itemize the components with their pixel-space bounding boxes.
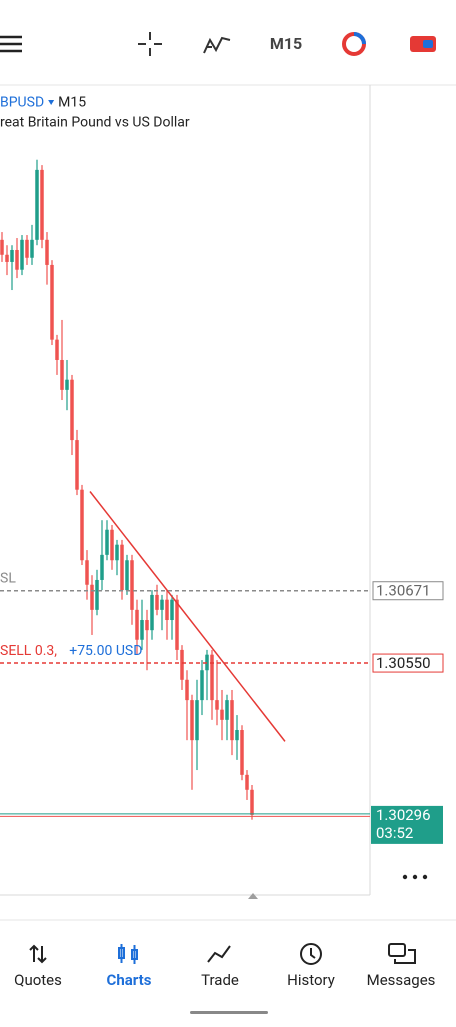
symbol[interactable]: BPUSD — [0, 95, 44, 111]
nav-label[interactable]: Quotes — [14, 971, 62, 989]
symbol-dropdown[interactable] — [48, 100, 55, 105]
quotes-icon[interactable] — [29, 944, 47, 964]
messages-icon[interactable] — [388, 943, 416, 964]
current-price-box — [371, 805, 443, 844]
scroll-handle[interactable] — [248, 893, 258, 899]
candle-body — [105, 529, 109, 555]
candle-body — [95, 579, 99, 610]
indicators-button[interactable] — [203, 36, 231, 54]
candle-body — [230, 700, 234, 741]
crosshair-button[interactable] — [138, 32, 162, 56]
nav-label[interactable]: History — [287, 971, 335, 989]
level-profit: +75.00 USD — [69, 643, 142, 659]
chart-timeframe: M15 — [58, 95, 86, 111]
candle-body — [55, 339, 59, 360]
candle-body — [190, 700, 194, 741]
level-price-box — [372, 581, 444, 601]
candle-body — [50, 264, 54, 340]
candle-body — [115, 544, 119, 561]
candle-body — [75, 440, 79, 490]
nav-label[interactable]: Charts — [107, 971, 152, 989]
countdown: 03:52 — [376, 824, 413, 842]
candle-body — [200, 670, 204, 701]
nav-icons — [29, 943, 416, 965]
candle-body — [20, 239, 24, 270]
candle-body — [30, 239, 34, 258]
candle-body — [25, 239, 29, 258]
candle-body — [40, 169, 44, 240]
candle-body — [0, 239, 4, 255]
candle-body — [175, 599, 179, 650]
candle-body — [35, 169, 39, 240]
candle-body — [10, 249, 14, 262]
candle-body — [5, 254, 9, 262]
candle-body — [15, 249, 19, 270]
one-click-button[interactable] — [410, 36, 436, 52]
candle-body — [170, 599, 174, 621]
trade-button[interactable] — [342, 32, 366, 56]
candle-body — [80, 489, 84, 561]
candle-body — [110, 529, 114, 561]
more-button[interactable] — [402, 874, 428, 880]
trendline — [89, 491, 286, 742]
candle-body — [160, 599, 164, 610]
current-price: 1.30296 — [376, 806, 431, 824]
candle-body — [70, 379, 74, 441]
candle-body — [165, 599, 169, 621]
candle-body — [145, 620, 149, 631]
gesture-bar — [190, 1011, 268, 1014]
level-name: SELL 0.3, — [0, 643, 57, 659]
candle-body — [240, 730, 244, 775]
candle-body — [45, 239, 49, 265]
history-icon[interactable] — [300, 943, 322, 965]
candle-body — [185, 679, 189, 701]
trade-icon[interactable] — [207, 945, 231, 963]
candle-body — [100, 554, 104, 580]
candle-body — [250, 789, 254, 815]
level-name: SL — [0, 570, 16, 586]
candle-body — [60, 359, 64, 390]
candle-body — [225, 700, 229, 720]
candle-body — [85, 560, 89, 585]
candle-body — [180, 649, 184, 680]
candle-body — [195, 700, 199, 741]
candle-body — [65, 379, 69, 390]
timeframe-button[interactable]: M15 — [270, 34, 302, 53]
candle-body — [140, 620, 144, 640]
candle-body — [130, 560, 134, 610]
level-price: 1.30550 — [376, 654, 431, 672]
nav-label[interactable]: Trade — [201, 971, 239, 989]
charts-icon[interactable] — [118, 944, 138, 964]
candle-body — [155, 594, 159, 610]
candle-body — [135, 609, 139, 640]
candle-body — [90, 584, 94, 610]
plot: SL SELL 0.3, +75.00 USD — [0, 159, 370, 820]
level-price-box — [372, 653, 444, 673]
level-price: 1.30671 — [376, 582, 431, 600]
candle-body — [125, 560, 129, 591]
nav: Quotes Charts Trade History Messages — [14, 971, 435, 989]
candle-body — [235, 730, 239, 741]
candle-body — [210, 654, 214, 701]
menu-button[interactable] — [0, 35, 22, 53]
candle-body — [150, 594, 154, 631]
candle-body — [215, 700, 219, 710]
symbol-description: reat Britain Pound vs US Dollar — [0, 115, 190, 131]
candle-body — [120, 544, 124, 591]
nav-label[interactable]: Messages — [367, 971, 436, 989]
candle-body — [245, 774, 249, 790]
candle-body — [220, 709, 224, 720]
